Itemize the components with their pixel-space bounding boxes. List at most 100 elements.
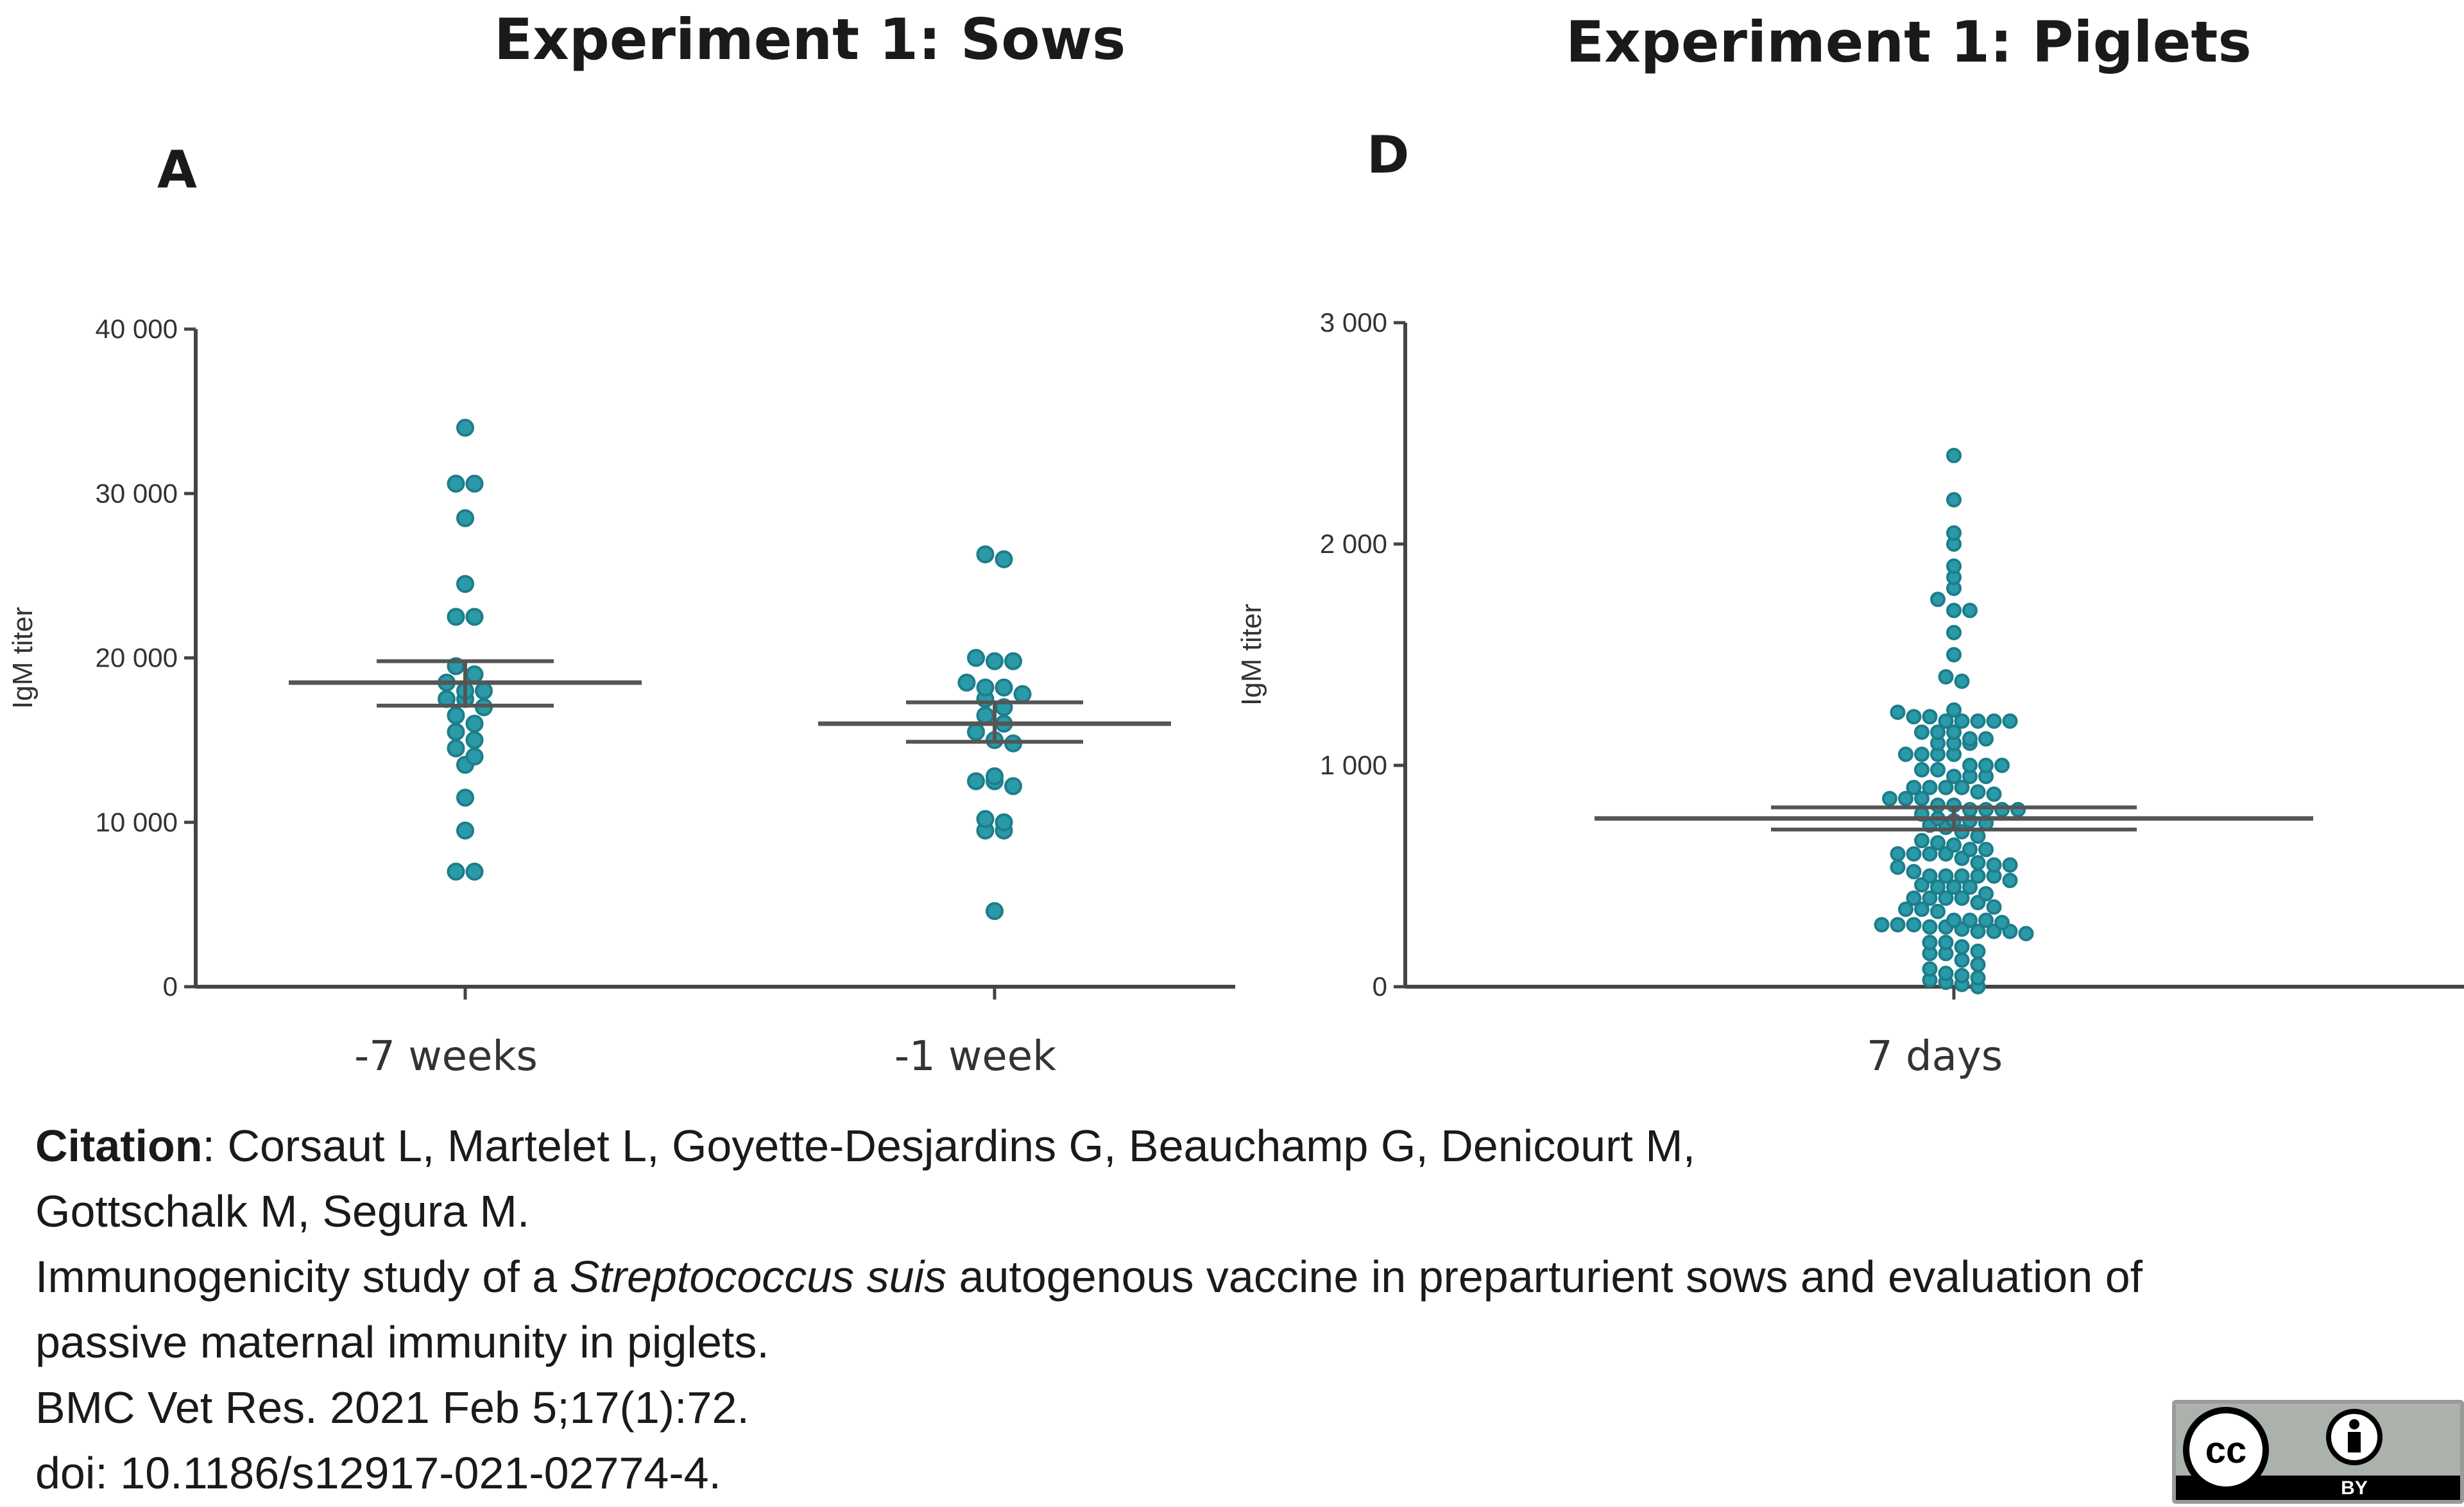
data-point [976,545,995,564]
citation-doi[interactable]: doi: 10.1186/s12917-021-02774-4. [35,1448,722,1498]
data-point [1946,448,1962,463]
y-tick-label: 20 000 [96,643,178,673]
cc-text: cc [2205,1429,2247,1471]
data-point [1930,592,1946,608]
data-point [1930,835,1946,851]
citation-label: Citation [35,1121,203,1171]
data-point [976,810,995,828]
cc-by-license-badge[interactable]: cc BY [2172,1400,2464,1504]
data-point [1954,952,1970,968]
data-point [1930,879,1946,895]
data-point [1946,525,1962,541]
data-point [1962,731,1978,747]
cc-icon: cc [2183,1407,2269,1493]
data-point [1922,868,1938,884]
data-point [1938,669,1954,685]
data-point [1970,923,1986,939]
data-point [447,739,465,758]
data-point [1978,842,1994,858]
citation-title-line-1: Immunogenicity study of a Streptococcus … [35,1244,2409,1309]
by-text: BY [2341,1477,2368,1499]
data-point [2010,802,2026,817]
data-point [1938,966,1954,982]
data-point [1922,961,1938,977]
data-point [1946,912,1962,928]
data-point [1954,868,1970,884]
y-tick-label: 1 000 [1320,750,1387,780]
data-point [1954,713,1970,729]
data-point [1898,790,1913,806]
data-point [1882,790,1897,806]
data-point [1978,886,1994,902]
citation-journal: BMC Vet Res. 2021 Feb 5;17(1):72. [35,1383,749,1433]
data-point [995,678,1013,697]
data-point [1898,901,1913,917]
data-point [456,418,474,437]
data-point [1906,864,1922,880]
data-point [1970,784,1986,800]
data-point [1930,797,1946,813]
data-point [1946,647,1962,663]
data-point [995,550,1013,568]
data-point [967,772,985,790]
data-point [456,788,474,807]
data-point [465,715,484,733]
data-point [1922,890,1938,906]
citation-authors-1: Corsaut L, Martelet L, Goyette-Desjardin… [227,1121,1696,1171]
data-point [1922,779,1938,796]
data-point [1946,837,1962,853]
data-point [1986,786,2002,802]
data-point [1946,602,1962,618]
data-point [1890,846,1906,862]
panel-label-d: D [1367,125,1410,185]
data-point [1954,967,1970,983]
data-point [1962,758,1978,773]
citation-line-1: Citation: Corsaut L, Martelet L, Goyette… [35,1121,1696,1171]
data-point [1954,779,1970,796]
chart-title-piglets: Experiment 1: Piglets [1566,9,2252,75]
data-point [1970,957,1986,973]
data-point [1922,846,1938,862]
data-point [957,673,976,692]
chart-panel-a: 0 10 000 20 000 30 000 40 000 IgM titer -7 wee… [7,314,1235,1080]
x-tick-label: 7 days [1867,1033,2003,1080]
data-point [1938,779,1954,796]
data-point [1962,879,1978,895]
data-point [976,706,995,725]
data-point [1970,713,1986,729]
citation-authors-2: Gottschalk M, Segura M. [35,1186,530,1236]
data-point [1946,625,1962,640]
data-point [1978,912,1994,928]
x-tick-label: -1 week [894,1033,1056,1080]
data-point [1874,917,1890,933]
data-point [1930,903,1946,919]
citation-title-line-2: passive maternal immunity in piglets. [35,1317,769,1367]
data-point [447,608,465,626]
attribution-icon [2326,1409,2383,1465]
y-tick-label: 3 000 [1320,307,1387,337]
data-point [1946,492,1962,507]
data-point [1978,758,1994,773]
data-point [986,767,1004,785]
data-point [1946,879,1962,895]
citation-species: Streptococcus suis [569,1252,947,1302]
data-point [1890,917,1906,933]
data-point [1970,855,1986,871]
data-point [1986,857,2002,873]
data-point [1994,802,2010,817]
citation-block: Citation: Corsaut L, Martelet L, Goyette… [35,1113,2409,1506]
data-point [1954,890,1970,906]
data-point [465,862,484,881]
data-point [1890,859,1906,875]
data-point [1004,777,1022,796]
data-point [1906,779,1922,796]
data-point [465,747,484,766]
data-point [1914,724,1929,740]
data-point [447,474,465,493]
data-point [1938,868,1954,884]
data-point [1922,935,1938,950]
data-point [1970,868,1986,884]
data-point [1994,914,2010,930]
y-tick-label: 0 [1373,971,1387,1001]
